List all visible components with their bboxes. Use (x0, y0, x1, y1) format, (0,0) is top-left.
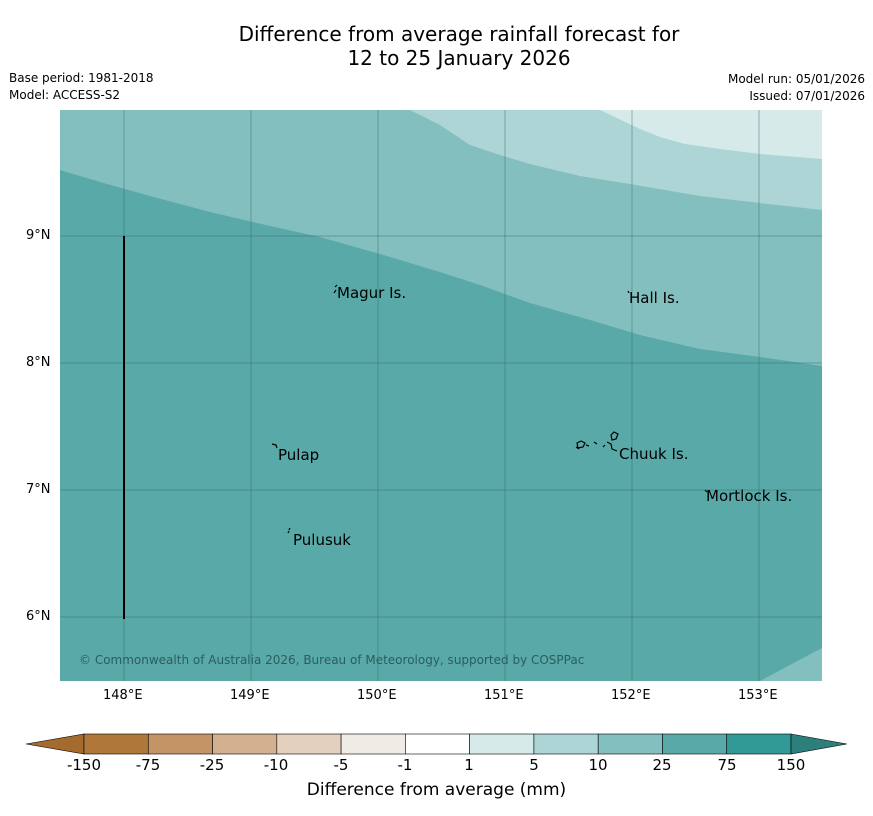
colorbar-extend-high (790, 733, 848, 755)
place-magur: Magur Is. (337, 284, 407, 302)
island-outlines (271, 284, 708, 534)
lon-label-149e: 149°E (230, 688, 270, 703)
colorbar-tick: -5 (333, 756, 349, 774)
base-period: Base period: 1981-2018 (9, 71, 154, 85)
colorbar-segment (597, 733, 663, 755)
colorbar-tick: 10 (588, 756, 608, 774)
colorbar-tick: 75 (717, 756, 737, 774)
lon-label-153e: 153°E (738, 688, 778, 703)
band-10-25-corner (760, 648, 822, 681)
issued-date: Issued: 07/01/2026 (749, 89, 865, 103)
place-chuuk: Chuuk Is. (619, 445, 689, 463)
colorbar-segment (662, 733, 728, 755)
colorbar-tick: -1 (397, 756, 413, 774)
lat-label-7n: 7°N (26, 482, 51, 497)
model-run: Model run: 05/01/2026 (727, 72, 865, 86)
title-line-1: Difference from average rainfall forecas… (238, 22, 680, 46)
colorbar-segment (726, 733, 792, 755)
chart-title: Difference from average rainfall forecas… (0, 22, 873, 70)
colorbar-tick: 5 (529, 756, 539, 774)
colorbar-tick: -25 (199, 756, 225, 774)
colorbar-extend-low (25, 733, 85, 755)
model-name: Model: ACCESS-S2 (9, 88, 121, 102)
lon-label-150e: 150°E (357, 688, 397, 703)
title-line-2: 12 to 25 January 2026 (347, 46, 571, 70)
colorbar-tick: 25 (652, 756, 672, 774)
colorbar-tick: -150 (66, 756, 102, 774)
colorbar-segment (469, 733, 535, 755)
colorbar-tick: 150 (776, 756, 806, 774)
meta-left: Base period: 1981-2018 Model: ACCESS-S2 (9, 70, 154, 104)
lat-label-8n: 8°N (26, 355, 51, 370)
colorbar-label: Difference from average (mm) (306, 780, 567, 800)
colorbar-segment (83, 733, 149, 755)
colorbar-segment (276, 733, 342, 755)
lon-label-151e: 151°E (484, 688, 524, 703)
colorbar-segment (340, 733, 406, 755)
lat-label-9n: 9°N (26, 228, 51, 243)
copyright-note: © Commonwealth of Australia 2026, Bureau… (79, 653, 585, 667)
colorbar-tick: 1 (464, 756, 474, 774)
place-hall: Hall Is. (629, 289, 680, 307)
band-1-5 (600, 110, 822, 159)
lat-label-6n: 6°N (26, 609, 51, 624)
lon-label-148e: 148°E (103, 688, 143, 703)
lon-label-152e: 152°E (611, 688, 651, 703)
colorbar-segment (212, 733, 278, 755)
place-pulusuk: Pulusuk (293, 531, 351, 549)
colorbar-segment (533, 733, 599, 755)
place-pulap: Pulap (278, 446, 320, 464)
colorbar-segment (147, 733, 213, 755)
place-mortlock: Mortlock Is. (706, 487, 793, 505)
colorbar-segment (405, 733, 470, 755)
colorbar-tick: -75 (135, 756, 161, 774)
meta-right: Model run: 05/01/2026 Issued: 07/01/2026 (728, 71, 865, 105)
colorbar-tick: -10 (263, 756, 289, 774)
